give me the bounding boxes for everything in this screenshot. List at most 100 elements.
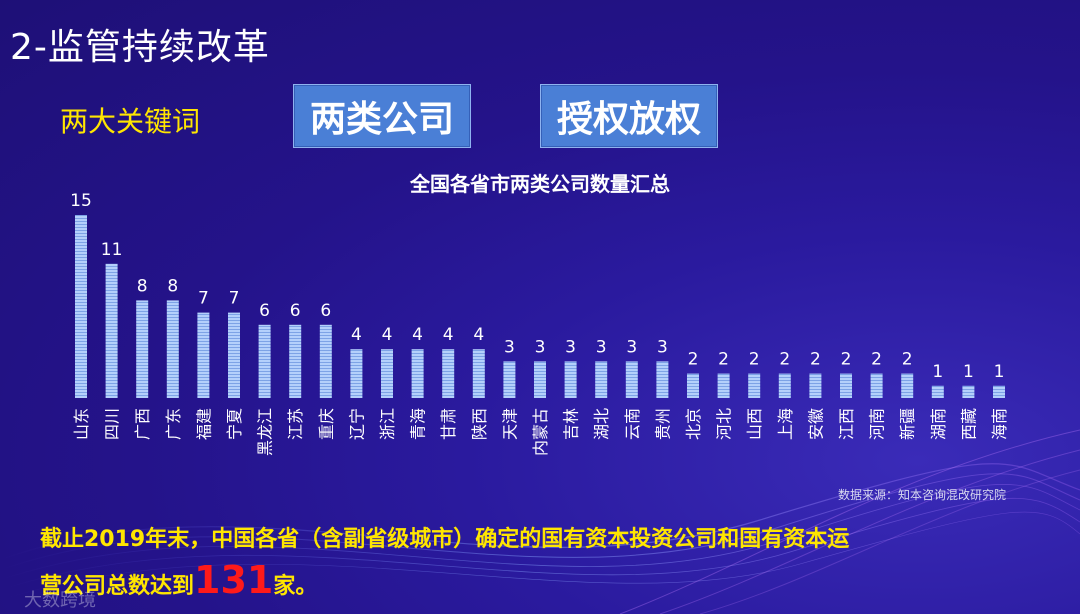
category-label-广西: 广西 xyxy=(133,408,152,440)
category-label-广东: 广东 xyxy=(164,408,183,440)
category-label-重庆: 重庆 xyxy=(317,408,336,440)
bar-上海 xyxy=(778,373,791,398)
value-label-安徽: 2 xyxy=(810,350,821,370)
category-label-陕西: 陕西 xyxy=(470,408,489,440)
bar-河南 xyxy=(870,373,883,398)
bar-广东 xyxy=(166,300,179,398)
category-label-湖南: 湖南 xyxy=(929,408,948,440)
value-label-黑龙江: 6 xyxy=(259,301,270,321)
bar-湖北 xyxy=(595,361,608,398)
bar-黑龙江 xyxy=(258,324,271,398)
category-label-西藏: 西藏 xyxy=(959,408,978,440)
category-label-浙江: 浙江 xyxy=(378,408,397,440)
bar-内蒙古 xyxy=(534,361,546,398)
value-label-四川: 11 xyxy=(101,240,123,260)
bar-海南 xyxy=(993,385,1005,398)
category-label-内蒙古: 内蒙古 xyxy=(531,408,550,456)
value-label-广西: 8 xyxy=(137,276,148,296)
category-label-甘肃: 甘肃 xyxy=(439,408,458,440)
category-label-海南: 海南 xyxy=(990,408,1009,440)
value-label-西藏: 1 xyxy=(963,362,974,382)
bar-chart: 15山东11四川8广西8广东7福建7宁夏6黑龙江6江苏6重庆4辽宁4浙江4青海4… xyxy=(70,191,1009,456)
category-label-四川: 四川 xyxy=(103,408,122,440)
value-label-甘肃: 4 xyxy=(443,325,454,345)
bar-湖南 xyxy=(931,385,944,398)
bar-陕西 xyxy=(472,349,485,398)
value-label-吉林: 3 xyxy=(565,337,576,357)
category-label-新疆: 新疆 xyxy=(898,408,917,440)
summary-line-1: 截止2019年末，中国各省（含副省级城市）确定的国有资本投资公司和国有资本运 xyxy=(40,527,850,552)
value-label-广东: 8 xyxy=(167,276,178,296)
bar-重庆 xyxy=(319,324,332,398)
chart-title: 全国各省市两类公司数量汇总 xyxy=(410,172,670,196)
value-label-江西: 2 xyxy=(841,350,852,370)
bar-江苏 xyxy=(289,324,302,398)
bar-吉林 xyxy=(564,361,577,398)
category-label-云南: 云南 xyxy=(623,408,642,440)
value-label-内蒙古: 3 xyxy=(535,337,546,357)
category-label-贵州: 贵州 xyxy=(653,408,672,440)
value-label-湖北: 3 xyxy=(596,337,607,357)
value-label-辽宁: 4 xyxy=(351,325,362,345)
category-label-天津: 天津 xyxy=(500,408,519,440)
value-label-天津: 3 xyxy=(504,337,515,357)
bar-山西 xyxy=(748,373,761,398)
bar-四川 xyxy=(105,263,118,398)
summary-line-2-prefix: 营公司总数达到 xyxy=(40,574,195,599)
keyword-box-authorization: 授权放权 xyxy=(540,84,718,148)
category-label-湖北: 湖北 xyxy=(592,408,611,440)
category-label-江苏: 江苏 xyxy=(286,408,305,440)
bar-河北 xyxy=(717,373,730,398)
category-label-山东: 山东 xyxy=(72,408,91,440)
keywords-label: 两大关键词 xyxy=(60,105,201,138)
value-label-河南: 2 xyxy=(871,350,882,370)
data-source-note: 数据来源：知本咨询混改研究院 xyxy=(838,488,1007,502)
category-label-上海: 上海 xyxy=(776,408,795,440)
value-label-上海: 2 xyxy=(779,350,790,370)
bar-辽宁 xyxy=(350,349,363,398)
category-label-江西: 江西 xyxy=(837,408,856,440)
category-label-河南: 河南 xyxy=(868,408,887,440)
value-label-北京: 2 xyxy=(688,350,699,370)
bar-贵州 xyxy=(656,361,669,398)
value-label-湖南: 1 xyxy=(932,362,943,382)
value-label-山西: 2 xyxy=(749,350,760,370)
bar-福建 xyxy=(197,312,210,398)
bar-浙江 xyxy=(381,349,393,398)
summary-text: 截止2019年末，中国各省（含副省级城市）确定的国有资本投资公司和国有资本运 营… xyxy=(40,520,1020,607)
value-label-福建: 7 xyxy=(198,289,209,309)
category-label-青海: 青海 xyxy=(409,408,428,440)
category-label-吉林: 吉林 xyxy=(562,408,581,440)
value-label-新疆: 2 xyxy=(902,350,913,370)
bar-天津 xyxy=(503,361,516,398)
value-label-江苏: 6 xyxy=(290,301,301,321)
slide-title: 2-监管持续改革 xyxy=(10,27,270,68)
bar-云南 xyxy=(625,361,638,398)
bar-宁夏 xyxy=(228,312,240,398)
bar-安徽 xyxy=(809,373,822,398)
value-label-海南: 1 xyxy=(994,362,1005,382)
value-label-河北: 2 xyxy=(718,350,729,370)
bar-新疆 xyxy=(901,373,914,398)
value-label-山东: 15 xyxy=(70,191,92,211)
bar-青海 xyxy=(411,349,424,398)
category-label-山西: 山西 xyxy=(745,408,764,440)
bar-山东 xyxy=(75,215,87,398)
value-label-青海: 4 xyxy=(412,325,423,345)
value-label-重庆: 6 xyxy=(320,301,331,321)
category-label-安徽: 安徽 xyxy=(806,408,825,440)
watermark-logo-text: 大数跨境 xyxy=(24,590,96,611)
bar-甘肃 xyxy=(442,349,455,398)
value-label-贵州: 3 xyxy=(657,337,668,357)
total-count-highlight: 131 xyxy=(194,558,274,602)
bar-北京 xyxy=(687,373,699,398)
category-label-福建: 福建 xyxy=(194,408,213,440)
value-label-陕西: 4 xyxy=(473,325,484,345)
summary-line-2-suffix: 家。 xyxy=(273,574,318,599)
category-label-河北: 河北 xyxy=(715,408,734,440)
category-label-黑龙江: 黑龙江 xyxy=(256,408,275,456)
category-label-宁夏: 宁夏 xyxy=(225,408,244,440)
value-label-宁夏: 7 xyxy=(229,289,240,309)
bar-江西 xyxy=(840,373,852,398)
